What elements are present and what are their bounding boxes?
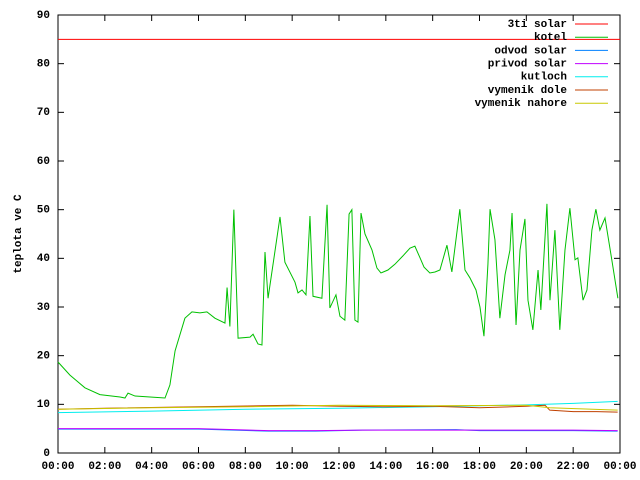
legend-label: vymenik nahore [475,98,568,110]
y-tick-label: 70 [37,107,50,119]
x-tick-label: 02:00 [88,461,121,473]
series-line [57,203,619,399]
y-tick-label: 20 [37,351,50,363]
x-tick-label: 14:00 [369,461,402,473]
x-tick-label: 12:00 [322,461,355,473]
series-line [58,428,618,432]
legend-label: odvod solar [494,45,567,57]
legend-label: kotel [534,32,567,44]
legend-label: 3ti solar [508,19,567,31]
x-tick-label: 16:00 [416,461,449,473]
y-tick-label: 10 [37,399,50,411]
x-tick-label: 10:00 [276,461,309,473]
y-tick-label: 80 [37,59,50,71]
y-tick-label: 0 [43,448,50,460]
y-tick-label: 50 [37,205,50,217]
x-tick-label: 20:00 [510,461,543,473]
x-tick-label: 22:00 [557,461,590,473]
y-tick-label: 30 [37,302,50,314]
legend-label: kutloch [521,72,567,84]
x-tick-label: 00:00 [41,461,74,473]
y-tick-label: 60 [37,156,50,168]
y-tick-label: 90 [37,10,50,22]
y-tick-label: 40 [37,253,50,265]
x-tick-label: 06:00 [182,461,215,473]
y-axis-label: teplota ve C [13,194,25,274]
x-tick-label: 18:00 [463,461,496,473]
x-tick-label: 08:00 [229,461,262,473]
x-tick-label: 00:00 [603,461,636,473]
series-line [57,400,618,414]
legend-label: privod solar [488,59,567,71]
series-line [57,404,618,413]
x-tick-label: 04:00 [135,461,168,473]
series-line [57,404,618,411]
legend-label: vymenik dole [488,85,568,97]
